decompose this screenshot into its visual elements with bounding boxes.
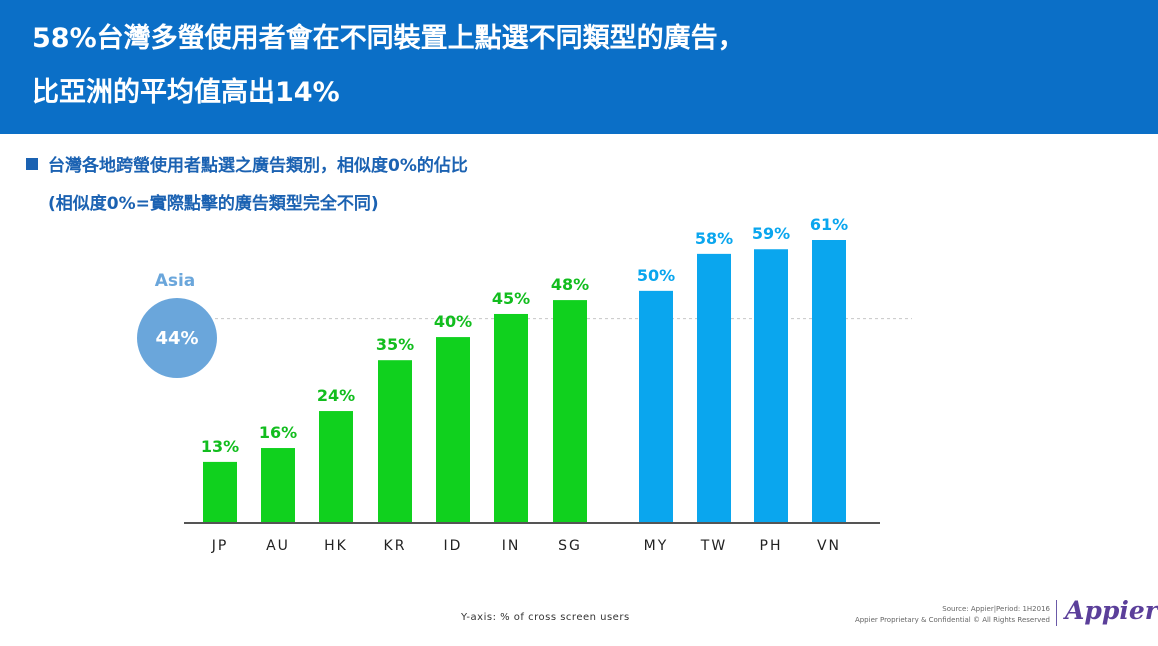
data-label-tw: 58% — [695, 229, 733, 248]
page-title-line-1: 58%台灣多螢使用者會在不同裝置上點選不同類型的廣告， — [32, 23, 745, 54]
x-tick-label-sg: SG — [558, 538, 582, 554]
bar-id — [436, 337, 470, 522]
bar-vn — [812, 240, 846, 522]
x-tick-label-kr: KR — [384, 538, 407, 554]
bar-kr — [378, 360, 412, 522]
bar-ph — [754, 249, 788, 522]
data-label-id: 40% — [434, 312, 472, 331]
x-tick-label-ph: PH — [760, 538, 783, 554]
data-label-kr: 35% — [376, 335, 414, 354]
asia-average-label: Asia — [155, 271, 196, 291]
data-label-ph: 59% — [752, 224, 790, 243]
bar-hk — [319, 411, 353, 522]
x-tick-label-my: MY — [644, 538, 669, 554]
bar-tw — [697, 253, 731, 523]
x-tick-label-in: IN — [502, 538, 521, 554]
appier-logo: Appier — [1065, 596, 1158, 625]
x-tick-label-id: ID — [444, 538, 463, 554]
data-label-my: 50% — [637, 266, 675, 285]
square-bullet-icon — [26, 158, 38, 170]
data-label-in: 45% — [492, 289, 530, 308]
chart-subtitle-note: (相似度0%=實際點擊的廣告類型完全不同) — [48, 194, 379, 214]
x-tick-label-au: AU — [266, 538, 290, 554]
asia-average-value: 44% — [155, 328, 198, 349]
bar-my — [639, 290, 673, 522]
x-tick-label-jp: JP — [211, 538, 229, 554]
source-text: Source: Appier|Period: 1H2016 — [942, 605, 1050, 613]
asia-average-circle — [137, 298, 217, 378]
bar-jp — [203, 461, 237, 522]
chart-subtitle: 台灣各地跨螢使用者點選之廣告類別，相似度0%的佔比 — [26, 151, 468, 176]
data-label-jp: 13% — [201, 437, 239, 456]
data-label-hk: 24% — [317, 386, 355, 405]
x-tick-label-tw: TW — [700, 538, 727, 554]
x-tick-label-vn: VN — [817, 538, 841, 554]
bar-au — [261, 448, 295, 522]
rights-text: Appier Proprietary & Confidential © All … — [854, 616, 1050, 624]
bar-in — [494, 313, 528, 522]
page-title-line-2: 比亞洲的平均值高出14% — [32, 77, 340, 108]
source-note: Source: Appier|Period: 1H2016 Appier Pro… — [855, 604, 1050, 626]
data-label-au: 16% — [259, 423, 297, 442]
data-label-vn: 61% — [810, 215, 848, 234]
chart-subtitle-text: 台灣各地跨螢使用者點選之廣告類別，相似度0%的佔比 — [48, 156, 468, 176]
brand-divider — [1056, 600, 1057, 626]
title-banner: 58%台灣多螢使用者會在不同裝置上點選不同類型的廣告， 比亞洲的平均值高出14% — [0, 0, 1158, 134]
data-label-sg: 48% — [551, 275, 589, 294]
x-tick-label-hk: HK — [324, 538, 348, 554]
y-axis-note: Y-axis: % of cross screen users — [461, 612, 630, 623]
bar-sg — [553, 300, 587, 522]
